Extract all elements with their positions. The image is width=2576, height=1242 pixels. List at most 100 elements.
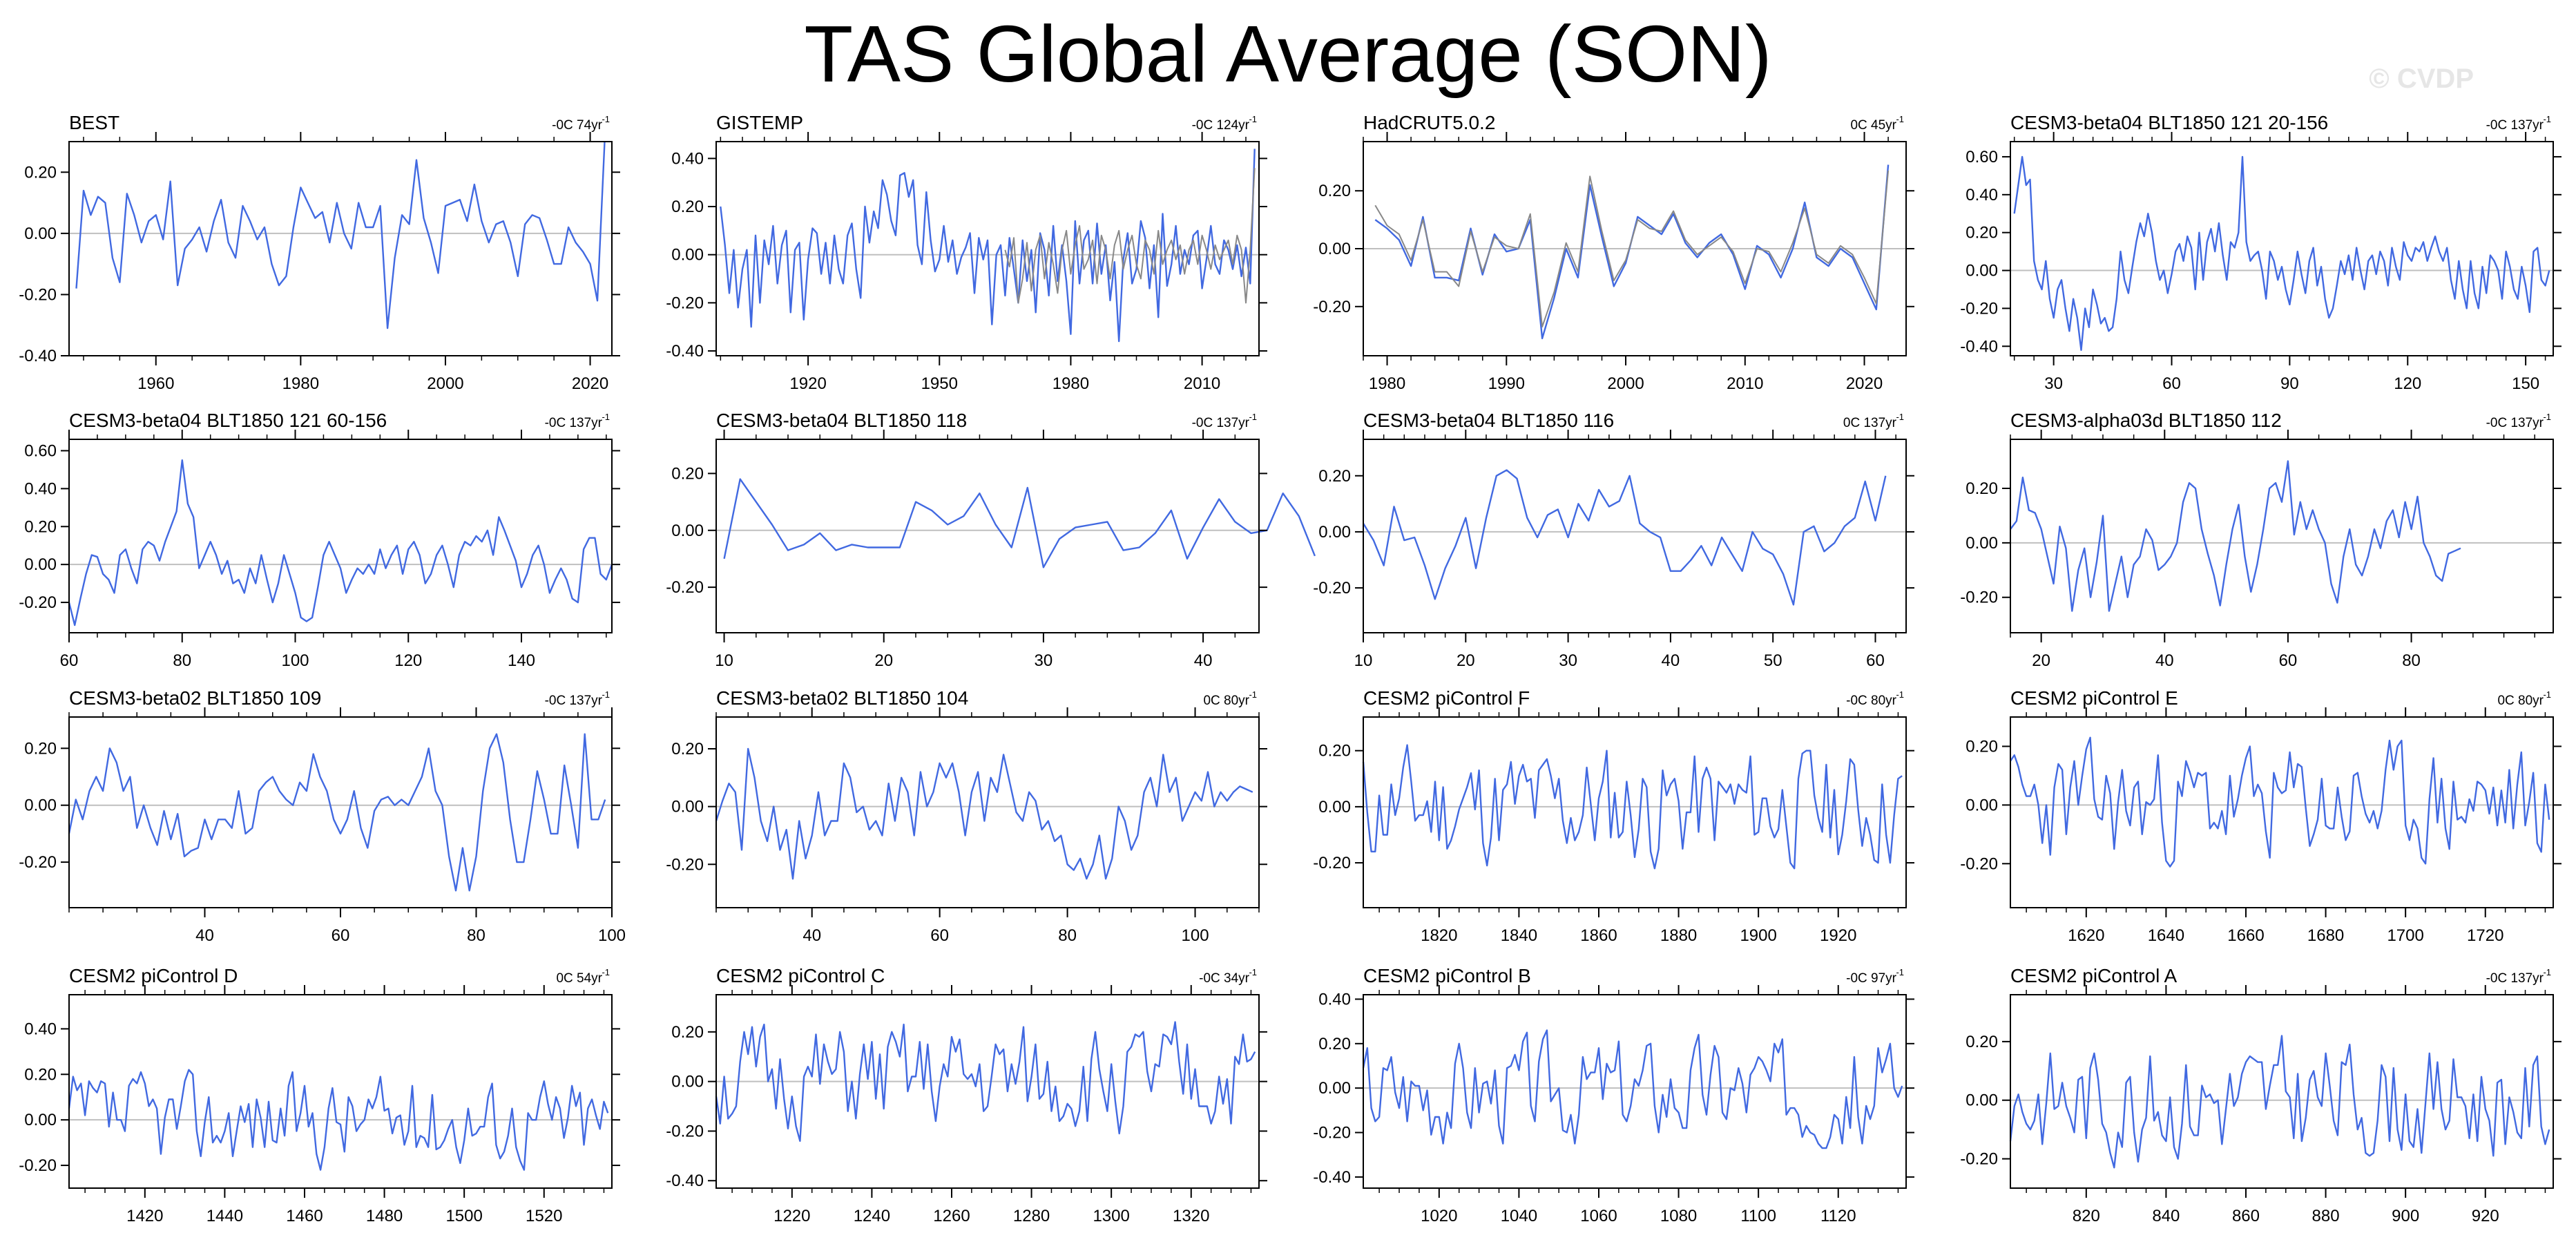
chart-panel: CESM2 piControl A -0C 137yr -1 0.20 0.00 -0.2… — [1960, 965, 2561, 1225]
series-line — [68, 733, 606, 892]
x-tick-label: 40 — [195, 926, 214, 945]
reference-line — [1004, 168, 1256, 304]
x-tick-label: 1920 — [1820, 926, 1856, 945]
series-line — [1362, 469, 1887, 606]
panel-title: CESM3-beta04 BLT1850 118 — [716, 410, 967, 431]
y-tick-label: -0.20 — [19, 285, 57, 304]
trend-unit: -1 — [1249, 114, 1257, 124]
y-tick-label: 0.60 — [24, 441, 57, 460]
x-tick-label: 820 — [2073, 1207, 2100, 1225]
y-tick-label: 0.00 — [671, 1073, 704, 1091]
y-tick-label: -0.20 — [1313, 579, 1351, 598]
x-tick-label: 60 — [2279, 651, 2298, 670]
trend-label: -0C 74yr — [552, 118, 603, 133]
series-line — [1362, 1029, 1903, 1149]
chart-panel: CESM2 piControl E 0C 80yr -1 0.20 0.00 -0.20 1… — [1960, 687, 2561, 945]
x-tick-label: 1240 — [854, 1207, 890, 1225]
chart-panel: CESM2 piControl B -0C 97yr -1 0.40 0.20 0.00 -… — [1313, 965, 1914, 1225]
y-tick-label: 0.20 — [671, 740, 704, 758]
x-tick-label: 840 — [2152, 1207, 2180, 1225]
y-tick-label: 0.20 — [1318, 742, 1351, 761]
trend-label: -0C 137yr — [2486, 118, 2544, 133]
x-tick-label: 20 — [2032, 651, 2050, 670]
y-tick-label: 0.20 — [24, 739, 57, 758]
plot-frame — [68, 141, 613, 356]
x-tick-label: 80 — [467, 926, 486, 945]
plot-frame — [2010, 994, 2554, 1189]
plot-frame — [1363, 994, 1907, 1189]
x-tick-label: 1080 — [1660, 1207, 1697, 1225]
x-tick-label: 1040 — [1501, 1207, 1537, 1225]
x-tick-label: 1700 — [2387, 926, 2423, 945]
panel-title: CESM3-beta02 BLT1850 109 — [69, 687, 321, 709]
trend-unit: -1 — [602, 114, 610, 124]
x-tick-label: 120 — [394, 651, 422, 670]
y-tick-label: 0.60 — [1965, 148, 1998, 166]
y-tick-label: -0.20 — [1960, 589, 1998, 607]
series-line — [68, 1069, 609, 1171]
panel-title: CESM2 piControl A — [2010, 965, 2178, 986]
plot-frame — [2010, 716, 2554, 908]
trend-label: -0C 137yr — [2486, 416, 2544, 430]
x-tick-label: 100 — [598, 926, 626, 945]
y-tick-label: 0.00 — [1318, 240, 1351, 258]
x-tick-label: 40 — [2155, 651, 2174, 670]
x-tick-label: 1720 — [2467, 926, 2503, 945]
y-tick-label: 0.20 — [671, 1023, 704, 1042]
plot-frame — [2010, 439, 2554, 633]
chart-panel: CESM2 piControl F -0C 80yr -1 0.20 0.00 -0.20… — [1313, 687, 1914, 945]
x-tick-label: 120 — [2394, 374, 2421, 393]
x-tick-label: 10 — [715, 651, 733, 670]
x-tick-label: 2000 — [427, 374, 463, 393]
trend-label: 0C 54yr — [556, 971, 602, 986]
trend-unit: -1 — [1896, 967, 1904, 977]
x-tick-label: 1640 — [2148, 926, 2184, 945]
x-tick-label: 900 — [2392, 1207, 2419, 1225]
chart-panel: CESM2 piControl D 0C 54yr -1 0.40 0.20 0.00 -0… — [19, 965, 620, 1225]
x-tick-label: 1020 — [1421, 1207, 1457, 1225]
x-tick-label: 1060 — [1580, 1207, 1617, 1225]
x-tick-label: 30 — [1559, 651, 1577, 670]
x-tick-label: 20 — [874, 651, 893, 670]
y-tick-label: -0.40 — [1313, 1168, 1351, 1187]
trend-unit: -1 — [1249, 967, 1257, 977]
y-tick-label: -0.20 — [666, 1122, 704, 1140]
x-tick-label: 1980 — [282, 374, 319, 393]
panel-title: GISTEMP — [716, 112, 803, 133]
trend-label: 0C 80yr — [2497, 694, 2544, 708]
x-tick-label: 100 — [281, 651, 309, 670]
x-tick-label: 1220 — [773, 1207, 810, 1225]
x-tick-label: 2020 — [572, 374, 608, 393]
x-tick-label: 860 — [2232, 1207, 2260, 1225]
y-tick-label: 0.40 — [671, 149, 704, 168]
chart-panel: CESM3-beta04 BLT1850 116 0C 137yr -1 0.20 0.… — [1313, 410, 1914, 670]
y-tick-label: -0.20 — [1960, 1150, 1998, 1169]
x-tick-label: 1960 — [137, 374, 174, 393]
x-tick-label: 60 — [930, 926, 949, 945]
x-tick-label: 1980 — [1052, 374, 1089, 393]
plot-frame — [1363, 439, 1907, 633]
trend-unit: -1 — [1896, 412, 1904, 422]
y-tick-label: 0.00 — [1965, 1091, 1998, 1110]
x-tick-label: 30 — [1035, 651, 1053, 670]
watermark: © CVDP — [2369, 64, 2474, 94]
panel-title: CESM2 piControl F — [1363, 687, 1530, 709]
trend-label: -0C 34yr — [1199, 971, 1250, 986]
chart-panel: CESM3-beta02 BLT1850 104 0C 80yr -1 0.20 0.0… — [666, 687, 1267, 945]
panel-title: CESM2 piControl D — [69, 965, 238, 986]
y-tick-label: -0.20 — [1313, 1124, 1351, 1143]
y-tick-label: 0.40 — [1318, 990, 1351, 1009]
series-line — [2009, 1035, 2550, 1169]
y-tick-label: 0.20 — [671, 198, 704, 216]
series-line — [1362, 744, 1903, 870]
plot-frame — [715, 994, 1260, 1189]
y-tick-label: -0.20 — [1313, 854, 1351, 872]
plot-frame — [715, 716, 1260, 908]
x-tick-label: 1840 — [1501, 926, 1537, 945]
page-title: TAS Global Average (SON) — [804, 9, 1772, 99]
y-tick-label: -0.40 — [19, 347, 57, 365]
y-tick-label: 0.00 — [1318, 798, 1351, 816]
y-tick-label: -0.40 — [666, 342, 704, 361]
trend-unit: -1 — [602, 412, 610, 422]
series-line — [715, 747, 1253, 880]
